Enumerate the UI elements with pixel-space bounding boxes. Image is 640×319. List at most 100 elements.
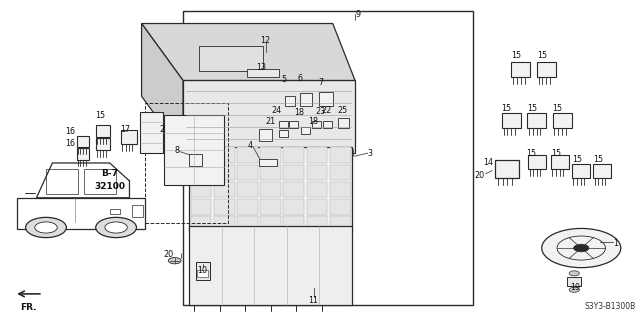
Text: 10: 10 (197, 266, 207, 275)
Bar (110, 209, 120, 214)
Bar (593, 164, 611, 178)
Text: 24: 24 (271, 106, 282, 115)
Bar (237, 199, 258, 214)
Text: 15: 15 (527, 104, 537, 113)
Circle shape (573, 244, 589, 252)
Bar (189, 147, 352, 232)
Bar (77, 148, 90, 160)
Bar (330, 165, 351, 180)
Text: 21: 21 (265, 117, 275, 126)
Bar (284, 182, 304, 197)
Bar (284, 147, 304, 163)
Bar (260, 165, 281, 180)
Text: 15: 15 (550, 149, 561, 158)
Bar (301, 127, 310, 134)
Bar (46, 169, 78, 194)
Bar (237, 182, 258, 197)
Bar (260, 199, 281, 214)
Text: 12: 12 (260, 36, 270, 45)
Bar (189, 154, 202, 166)
Text: FR.: FR. (20, 303, 36, 312)
Bar (307, 147, 328, 163)
Bar (191, 199, 211, 214)
Bar (284, 199, 304, 214)
Bar (237, 165, 258, 180)
Bar (214, 147, 234, 163)
Bar (527, 113, 546, 128)
Bar (550, 155, 568, 169)
Text: B-7: B-7 (101, 169, 118, 178)
Bar (495, 160, 520, 178)
Bar (77, 136, 90, 147)
Bar (285, 96, 295, 106)
Bar (307, 182, 328, 197)
Bar (511, 62, 531, 77)
Circle shape (569, 287, 579, 292)
Bar (307, 216, 328, 232)
Bar (330, 182, 351, 197)
Bar (284, 165, 304, 180)
Text: 32100: 32100 (94, 182, 125, 191)
Bar (183, 11, 473, 305)
Text: 8: 8 (175, 145, 180, 154)
Bar (196, 262, 210, 280)
Text: S3Y3-B1300B: S3Y3-B1300B (584, 302, 636, 311)
Text: 2: 2 (159, 125, 164, 134)
Polygon shape (17, 198, 145, 229)
Bar (189, 226, 352, 305)
Text: 14: 14 (483, 158, 493, 167)
Circle shape (96, 217, 136, 238)
Bar (246, 69, 278, 77)
Polygon shape (183, 80, 355, 153)
Bar (259, 159, 276, 166)
Text: 16: 16 (65, 127, 76, 136)
Text: 18: 18 (308, 117, 319, 126)
Text: 9: 9 (356, 10, 361, 19)
Bar (330, 199, 351, 214)
Bar (199, 46, 262, 71)
Bar (307, 199, 328, 214)
Text: 18: 18 (294, 108, 305, 117)
Polygon shape (141, 24, 355, 80)
Bar (278, 130, 287, 137)
Bar (260, 182, 281, 197)
Bar (164, 115, 225, 185)
Bar (96, 138, 109, 150)
Bar (260, 147, 281, 163)
Text: 19: 19 (570, 283, 580, 292)
Bar (237, 147, 258, 163)
Bar (346, 149, 353, 155)
Bar (214, 165, 234, 180)
Bar (300, 93, 312, 106)
Circle shape (541, 228, 621, 268)
Text: 15: 15 (502, 104, 512, 113)
Bar (214, 216, 234, 232)
Bar (191, 147, 211, 163)
Text: 13: 13 (256, 63, 266, 72)
Polygon shape (141, 24, 183, 153)
Bar (528, 155, 545, 169)
Text: 1: 1 (613, 239, 618, 248)
Text: 6: 6 (297, 74, 302, 83)
Bar (567, 277, 581, 286)
Bar (320, 149, 328, 155)
Circle shape (168, 257, 181, 264)
Text: 15: 15 (527, 149, 536, 158)
Bar (191, 165, 211, 180)
Bar (502, 113, 521, 128)
Bar (132, 205, 143, 217)
Bar (323, 121, 332, 128)
Circle shape (35, 222, 57, 233)
Bar (218, 149, 226, 155)
Text: 15: 15 (537, 51, 547, 60)
Bar (330, 147, 351, 163)
Bar (191, 216, 211, 232)
Circle shape (26, 217, 67, 238)
Bar (214, 199, 234, 214)
Text: 15: 15 (552, 104, 563, 113)
Text: 11: 11 (308, 296, 319, 305)
Bar (260, 216, 281, 232)
Bar (284, 216, 304, 232)
Bar (552, 113, 572, 128)
Text: 4: 4 (248, 141, 253, 150)
